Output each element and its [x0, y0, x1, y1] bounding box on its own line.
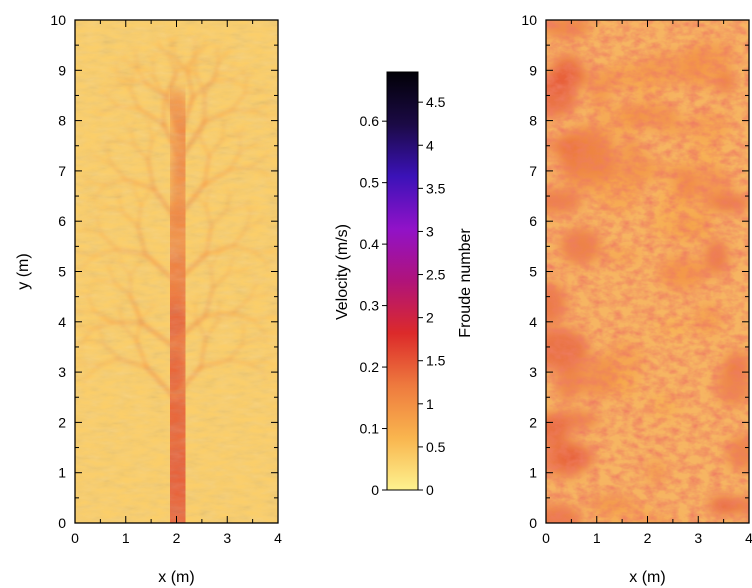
- colorbar-froude-label: Froude number: [457, 228, 474, 338]
- froude-texture: [546, 20, 749, 523]
- colorbar-velocity-tick-label: 0: [371, 482, 379, 498]
- colorbar-froude-tick-label: 4.5: [426, 94, 446, 110]
- colorbar-froude-tick-label: 1.5: [426, 353, 446, 369]
- velocity-texture: [75, 20, 278, 523]
- colorbar-velocity-tick-label: 0.4: [360, 236, 380, 252]
- colorbar-velocity-tick-label: 0.3: [360, 298, 380, 314]
- colorbar-froude-tick-label: 3: [426, 223, 434, 239]
- velocity-x-tick-label: 0: [71, 530, 79, 546]
- velocity-y-tick-label: 0: [58, 515, 66, 531]
- velocity-x-tick-label: 4: [274, 530, 282, 546]
- velocity-x-tick-label: 1: [122, 530, 130, 546]
- velocity-axes: 0 1 2 3 4 0 1 2 3 4 5 6 7 8 9 10: [50, 12, 282, 546]
- colorbar-axes: 0 0.1 0.2 0.3 0.4 0.5 0.6 0 0.5 1 1.5 2 2.5 3 3.5 4 4.5: [360, 94, 446, 498]
- colorbar-velocity-label: Velocity (m/s): [334, 224, 351, 320]
- colorbar-froude-tick-label: 0: [426, 482, 434, 498]
- froude-x-tick-label: 0: [542, 530, 550, 546]
- velocity-y-tick-label: 2: [58, 414, 66, 430]
- froude-y-tick-label: 0: [529, 515, 537, 531]
- velocity-y-tick-label: 6: [58, 213, 66, 229]
- velocity-y-tick-label: 10: [50, 12, 66, 28]
- velocity-y-tick-label: 1: [58, 465, 66, 481]
- froude-axes: 0 1 2 3 4 0 1 2 3 4 5 6 7 8 9 10: [521, 12, 752, 546]
- velocity-y-tick-label: 3: [58, 364, 66, 380]
- froude-y-tick-label: 2: [529, 414, 537, 430]
- velocity-y-tick-label: 5: [58, 264, 66, 280]
- velocity-x-tick-label: 2: [173, 530, 181, 546]
- colorbar-froude-tick-label: 0.5: [426, 439, 446, 455]
- colorbar-velocity-tick-label: 0.6: [360, 113, 380, 129]
- froude-y-tick-label: 7: [529, 163, 537, 179]
- velocity-x-axis-label: x (m): [158, 569, 194, 586]
- velocity-y-tick-label: 8: [58, 113, 66, 129]
- velocity-panel: 0 1 2 3 4 0 1 2 3 4 5 6 7 8 9 10 x (m) y (m): [15, 12, 282, 586]
- froude-y-tick-label: 5: [529, 264, 537, 280]
- froude-y-tick-label: 4: [529, 314, 537, 330]
- froude-y-tick-label: 6: [529, 213, 537, 229]
- colorbar-froude-tick-label: 2: [426, 310, 434, 326]
- froude-x-tick-label: 3: [694, 530, 702, 546]
- froude-x-axis-label: x (m): [629, 569, 665, 586]
- colorbar-froude-tick-label: 1: [426, 396, 434, 412]
- colorbar-froude-tick-label: 4: [426, 137, 434, 153]
- froude-y-tick-label: 10: [521, 12, 537, 28]
- velocity-x-tick-label: 3: [223, 530, 231, 546]
- froude-panel: 0 1 2 3 4 0 1 2 3 4 5 6 7 8 9 10 x (m): [521, 12, 752, 586]
- froude-y-tick-label: 3: [529, 364, 537, 380]
- velocity-y-tick-label: 4: [58, 314, 66, 330]
- froude-x-tick-label: 4: [745, 530, 752, 546]
- froude-y-tick-label: 8: [529, 113, 537, 129]
- velocity-y-tick-label: 9: [58, 62, 66, 78]
- colorbar: 00.10.20.30.40.50.600.511.522.533.544.5 …: [334, 71, 474, 498]
- froude-y-tick-label: 9: [529, 62, 537, 78]
- colorbar-velocity-tick-label: 0.5: [360, 175, 380, 191]
- velocity-y-axis-label: y (m): [15, 253, 32, 289]
- colorbar-velocity-tick-label: 0.2: [360, 359, 380, 375]
- colorbar-scale: [386, 71, 419, 491]
- froude-y-tick-label: 1: [529, 465, 537, 481]
- colorbar-froude-tick-label: 2.5: [426, 267, 446, 283]
- froude-x-tick-label: 2: [644, 530, 652, 546]
- froude-x-tick-label: 1: [593, 530, 601, 546]
- colorbar-velocity-tick-label: 0.1: [360, 421, 380, 437]
- velocity-y-tick-label: 7: [58, 163, 66, 179]
- colorbar-froude-tick-label: 3.5: [426, 180, 446, 196]
